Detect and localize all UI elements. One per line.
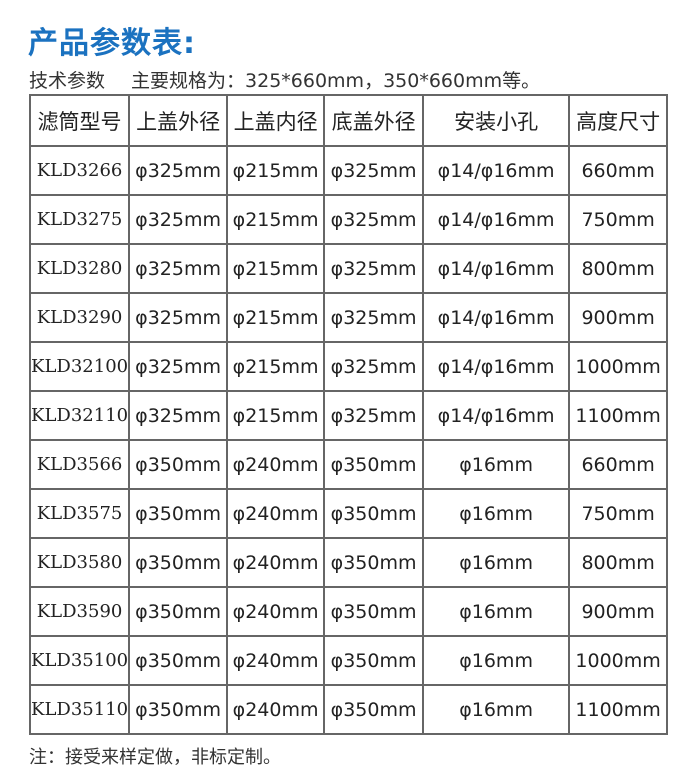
table-cell: 900mm bbox=[568, 292, 669, 343]
table-cell: φ215mm bbox=[226, 292, 326, 343]
table-cell: φ325mm bbox=[323, 194, 425, 245]
table-row: KLD3275 φ325mm φ215mm φ325mm φ14/φ16mm 750mm bbox=[28, 194, 669, 245]
table-cell: φ215mm bbox=[226, 390, 326, 441]
table-cell: φ16mm bbox=[422, 586, 571, 637]
table-cell: φ14/φ16mm bbox=[422, 194, 571, 245]
table-cell: φ350mm bbox=[323, 635, 425, 686]
table-cell: φ240mm bbox=[226, 488, 326, 539]
spec-table: 滤筒型号 上盖外径 上盖内径 底盖外径 安装小孔 高度尺寸 KLD3266 φ325mm φ2… bbox=[28, 94, 669, 735]
column-header: 上盖内径 bbox=[226, 94, 326, 147]
column-header: 安装小孔 bbox=[422, 94, 571, 147]
table-row: KLD35100 φ350mm φ240mm φ350mm φ16mm 1000mm bbox=[28, 635, 669, 686]
summary-text: 主要规格为：325*660mm，350*660mm等。 bbox=[131, 70, 541, 92]
table-cell: 660mm bbox=[568, 439, 669, 490]
table-row: KLD3575 φ350mm φ240mm φ350mm φ16mm 750mm bbox=[28, 488, 669, 539]
table-cell: φ14/φ16mm bbox=[422, 145, 571, 196]
model-cell: KLD3590 bbox=[28, 586, 131, 637]
table-cell: φ240mm bbox=[226, 537, 326, 588]
table-row: KLD35110 φ350mm φ240mm φ350mm φ16mm 1100mm bbox=[28, 684, 669, 735]
table-cell: φ325mm bbox=[323, 341, 425, 392]
table-cell: φ325mm bbox=[128, 145, 229, 196]
table-cell: φ14/φ16mm bbox=[422, 390, 571, 441]
table-cell: φ350mm bbox=[128, 439, 229, 490]
table-cell: φ215mm bbox=[226, 194, 326, 245]
table-cell: φ350mm bbox=[323, 537, 425, 588]
table-cell: φ325mm bbox=[323, 390, 425, 441]
table-cell: φ350mm bbox=[323, 586, 425, 637]
table-cell: 1000mm bbox=[568, 635, 669, 686]
table-cell: φ14/φ16mm bbox=[422, 243, 571, 294]
model-cell: KLD3275 bbox=[28, 194, 131, 245]
table-cell: φ325mm bbox=[323, 243, 425, 294]
table-cell: φ350mm bbox=[128, 635, 229, 686]
column-header: 高度尺寸 bbox=[568, 94, 669, 147]
page-title: 产品参数表: bbox=[28, 26, 196, 61]
column-header: 滤筒型号 bbox=[28, 94, 131, 147]
table-cell: φ325mm bbox=[128, 194, 229, 245]
table-cell: φ325mm bbox=[128, 292, 229, 343]
table-cell: φ240mm bbox=[226, 586, 326, 637]
table-cell: 1100mm bbox=[568, 390, 669, 441]
table-cell: φ350mm bbox=[128, 586, 229, 637]
table-cell: 750mm bbox=[568, 488, 669, 539]
table-cell: φ240mm bbox=[226, 635, 326, 686]
table-cell: φ350mm bbox=[323, 684, 425, 735]
model-cell: KLD32110 bbox=[28, 390, 131, 441]
column-header: 上盖外径 bbox=[128, 94, 229, 147]
table-cell: φ325mm bbox=[128, 390, 229, 441]
model-cell: KLD32100 bbox=[28, 341, 131, 392]
table-row: KLD32100 φ325mm φ215mm φ325mm φ14/φ16mm 1000m… bbox=[28, 341, 669, 392]
model-cell: KLD3580 bbox=[28, 537, 131, 588]
model-cell: KLD3266 bbox=[28, 145, 131, 196]
table-row: KLD32110 φ325mm φ215mm φ325mm φ14/φ16mm 1100m… bbox=[28, 390, 669, 441]
table-cell: φ325mm bbox=[323, 145, 425, 196]
model-cell: KLD35100 bbox=[28, 635, 131, 686]
column-header: 底盖外径 bbox=[323, 94, 425, 147]
table-cell: φ14/φ16mm bbox=[422, 341, 571, 392]
table-row: KLD3280 φ325mm φ215mm φ325mm φ14/φ16mm 800mm bbox=[28, 243, 669, 294]
summary-label: 技术参数 bbox=[29, 70, 106, 92]
table-row: KLD3566 φ350mm φ240mm φ350mm φ16mm 660mm bbox=[28, 439, 669, 490]
model-cell: KLD3575 bbox=[28, 488, 131, 539]
table-row: KLD3580 φ350mm φ240mm φ350mm φ16mm 800mm bbox=[28, 537, 669, 588]
table-cell: φ16mm bbox=[422, 537, 571, 588]
table-cell: φ16mm bbox=[422, 488, 571, 539]
table-cell: φ16mm bbox=[422, 635, 571, 686]
model-cell: KLD35110 bbox=[28, 684, 131, 735]
table-cell: φ350mm bbox=[128, 537, 229, 588]
footnote: 注：接受来样定做，非标定制。 bbox=[29, 747, 281, 768]
table-header: 滤筒型号 上盖外径 上盖内径 底盖外径 安装小孔 高度尺寸 bbox=[28, 94, 669, 147]
table-cell: 750mm bbox=[568, 194, 669, 245]
table-row: KLD3290 φ325mm φ215mm φ325mm φ14/φ16mm 900mm bbox=[28, 292, 669, 343]
table-cell: φ325mm bbox=[128, 243, 229, 294]
table-cell: 900mm bbox=[568, 586, 669, 637]
table-cell: φ325mm bbox=[128, 341, 229, 392]
table-cell: φ350mm bbox=[128, 684, 229, 735]
table-row: KLD3590 φ350mm φ240mm φ350mm φ16mm 900mm bbox=[28, 586, 669, 637]
table-cell: φ350mm bbox=[323, 439, 425, 490]
model-cell: KLD3290 bbox=[28, 292, 131, 343]
table-cell: φ350mm bbox=[323, 488, 425, 539]
table-cell: φ215mm bbox=[226, 243, 326, 294]
table-cell: φ240mm bbox=[226, 439, 326, 490]
spec-summary: 技术参数 主要规格为：325*660mm，350*660mm等。 bbox=[29, 66, 566, 93]
table-cell: φ240mm bbox=[226, 684, 326, 735]
table-cell: φ350mm bbox=[128, 488, 229, 539]
table-cell: φ14/φ16mm bbox=[422, 292, 571, 343]
table-cell: φ215mm bbox=[226, 341, 326, 392]
table-cell: φ325mm bbox=[323, 292, 425, 343]
table-row: KLD3266 φ325mm φ215mm φ325mm φ14/φ16mm 660mm bbox=[28, 145, 669, 196]
table-cell: 800mm bbox=[568, 537, 669, 588]
table-cell: 1000mm bbox=[568, 341, 669, 392]
table-cell: φ215mm bbox=[226, 145, 326, 196]
table-cell: φ16mm bbox=[422, 684, 571, 735]
table-cell: φ16mm bbox=[422, 439, 571, 490]
table-cell: 800mm bbox=[568, 243, 669, 294]
model-cell: KLD3566 bbox=[28, 439, 131, 490]
table-cell: 1100mm bbox=[568, 684, 669, 735]
model-cell: KLD3280 bbox=[28, 243, 131, 294]
table-cell: 660mm bbox=[568, 145, 669, 196]
